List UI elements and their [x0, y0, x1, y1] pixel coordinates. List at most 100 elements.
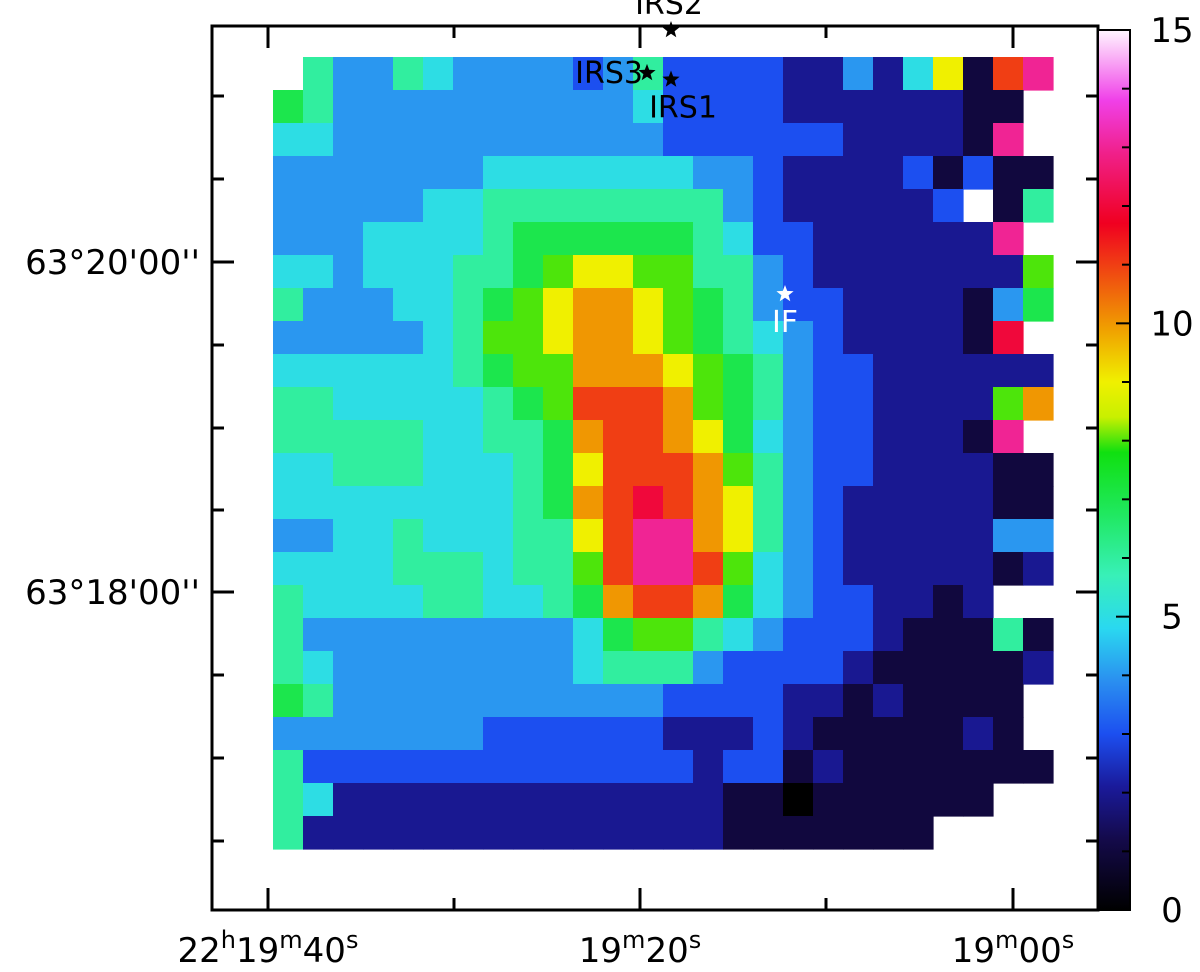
heatmap-cell — [813, 717, 844, 751]
heatmap-cell — [753, 651, 784, 685]
heatmap-cell — [303, 618, 334, 652]
heatmap-cell — [933, 387, 964, 421]
heatmap-cell — [333, 453, 364, 487]
heatmap-cell — [303, 420, 334, 454]
heatmap-cell — [483, 684, 514, 718]
heatmap-cell — [273, 552, 304, 586]
heatmap-cell — [543, 123, 574, 157]
heatmap-cell — [393, 321, 424, 355]
heatmap-cell — [693, 453, 724, 487]
heatmap-cell — [333, 552, 364, 586]
heatmap-cell — [603, 222, 634, 256]
heatmap-cell — [513, 486, 544, 520]
heatmap-cell — [873, 552, 904, 586]
heatmap-cell — [333, 816, 364, 850]
heatmap-cell — [603, 651, 634, 685]
x-tick-unit: s — [346, 926, 359, 954]
heatmap-cell — [633, 486, 664, 520]
heatmap-cell — [303, 288, 334, 322]
heatmap-cell — [813, 750, 844, 784]
heatmap-cell — [333, 519, 364, 553]
heatmap-cell — [453, 783, 484, 817]
heatmap-cell — [393, 717, 424, 751]
heatmap-cell — [393, 453, 424, 487]
heatmap-cell — [543, 189, 574, 223]
heatmap-cell — [813, 651, 844, 685]
heatmap-cell — [903, 519, 934, 553]
heatmap-cell — [813, 684, 844, 718]
heatmap-cell — [423, 519, 454, 553]
heatmap-cell — [723, 651, 754, 685]
heatmap-cell — [333, 123, 364, 157]
heatmap-cell — [483, 288, 514, 322]
heatmap-cell — [483, 783, 514, 817]
heatmap-cell — [873, 387, 904, 421]
heatmap-cell — [453, 90, 484, 124]
heatmap-cell — [513, 420, 544, 454]
heatmap-cell — [1023, 387, 1054, 421]
heatmap-cell — [423, 816, 454, 850]
heatmap-cell — [333, 288, 364, 322]
heatmap-cell — [1023, 255, 1054, 289]
heatmap-cell — [993, 717, 1024, 751]
heatmap-cell — [603, 321, 634, 355]
heatmap-cell — [723, 552, 754, 586]
heatmap-cell — [513, 255, 544, 289]
heatmap-cell — [843, 156, 874, 190]
heatmap-cell — [963, 486, 994, 520]
heatmap-cell — [813, 189, 844, 223]
heatmap-cell — [573, 57, 604, 91]
heatmap-cell — [393, 255, 424, 289]
heatmap-cell — [603, 783, 634, 817]
heatmap-cell — [303, 453, 334, 487]
heatmap-cell — [993, 618, 1024, 652]
heatmap-cell — [513, 717, 544, 751]
heatmap-cell — [663, 816, 694, 850]
heatmap-cell — [903, 57, 934, 91]
heatmap-cell — [513, 57, 544, 91]
heatmap-cell — [453, 486, 484, 520]
heatmap-cell — [483, 651, 514, 685]
heatmap-cell — [963, 783, 994, 817]
heatmap-cell — [963, 420, 994, 454]
heatmap-cell — [393, 585, 424, 619]
heatmap-cell — [543, 816, 574, 850]
heatmap-cell — [1023, 57, 1054, 91]
heatmap-cell — [363, 783, 394, 817]
heatmap-cell — [543, 486, 574, 520]
heatmap-cell — [1023, 750, 1054, 784]
heatmap-cell — [363, 420, 394, 454]
heatmap-cell — [783, 453, 814, 487]
heatmap-cell — [993, 519, 1024, 553]
heatmap-cell — [363, 57, 394, 91]
heatmap-cell — [693, 420, 724, 454]
heatmap-cell — [453, 354, 484, 388]
heatmap-cell — [543, 288, 574, 322]
heatmap-cell — [903, 321, 934, 355]
heatmap-cell — [933, 354, 964, 388]
heatmap-cell — [273, 222, 304, 256]
heatmap-cell — [453, 387, 484, 421]
heatmap-cell — [603, 816, 634, 850]
heatmap-cell — [753, 618, 784, 652]
heatmap-cell — [273, 90, 304, 124]
heatmap-cell — [873, 123, 904, 157]
heatmap-cell — [273, 750, 304, 784]
heatmap-cell — [453, 321, 484, 355]
heatmap-cell — [633, 123, 664, 157]
heatmap-cell — [903, 717, 934, 751]
heatmap-cell — [543, 651, 574, 685]
heatmap-cell — [933, 156, 964, 190]
heatmap-cell — [723, 156, 754, 190]
heatmap-cell — [393, 519, 424, 553]
heatmap-cell — [783, 750, 814, 784]
heatmap-cell — [513, 156, 544, 190]
heatmap-cell — [513, 552, 544, 586]
heatmap-cell — [483, 57, 514, 91]
heatmap-cell — [603, 288, 634, 322]
heatmap-cell — [1023, 453, 1054, 487]
heatmap-cell — [1023, 156, 1054, 190]
x-tick-unit: m — [995, 926, 1018, 954]
heatmap-cell — [993, 222, 1024, 256]
heatmap-cell — [873, 486, 904, 520]
